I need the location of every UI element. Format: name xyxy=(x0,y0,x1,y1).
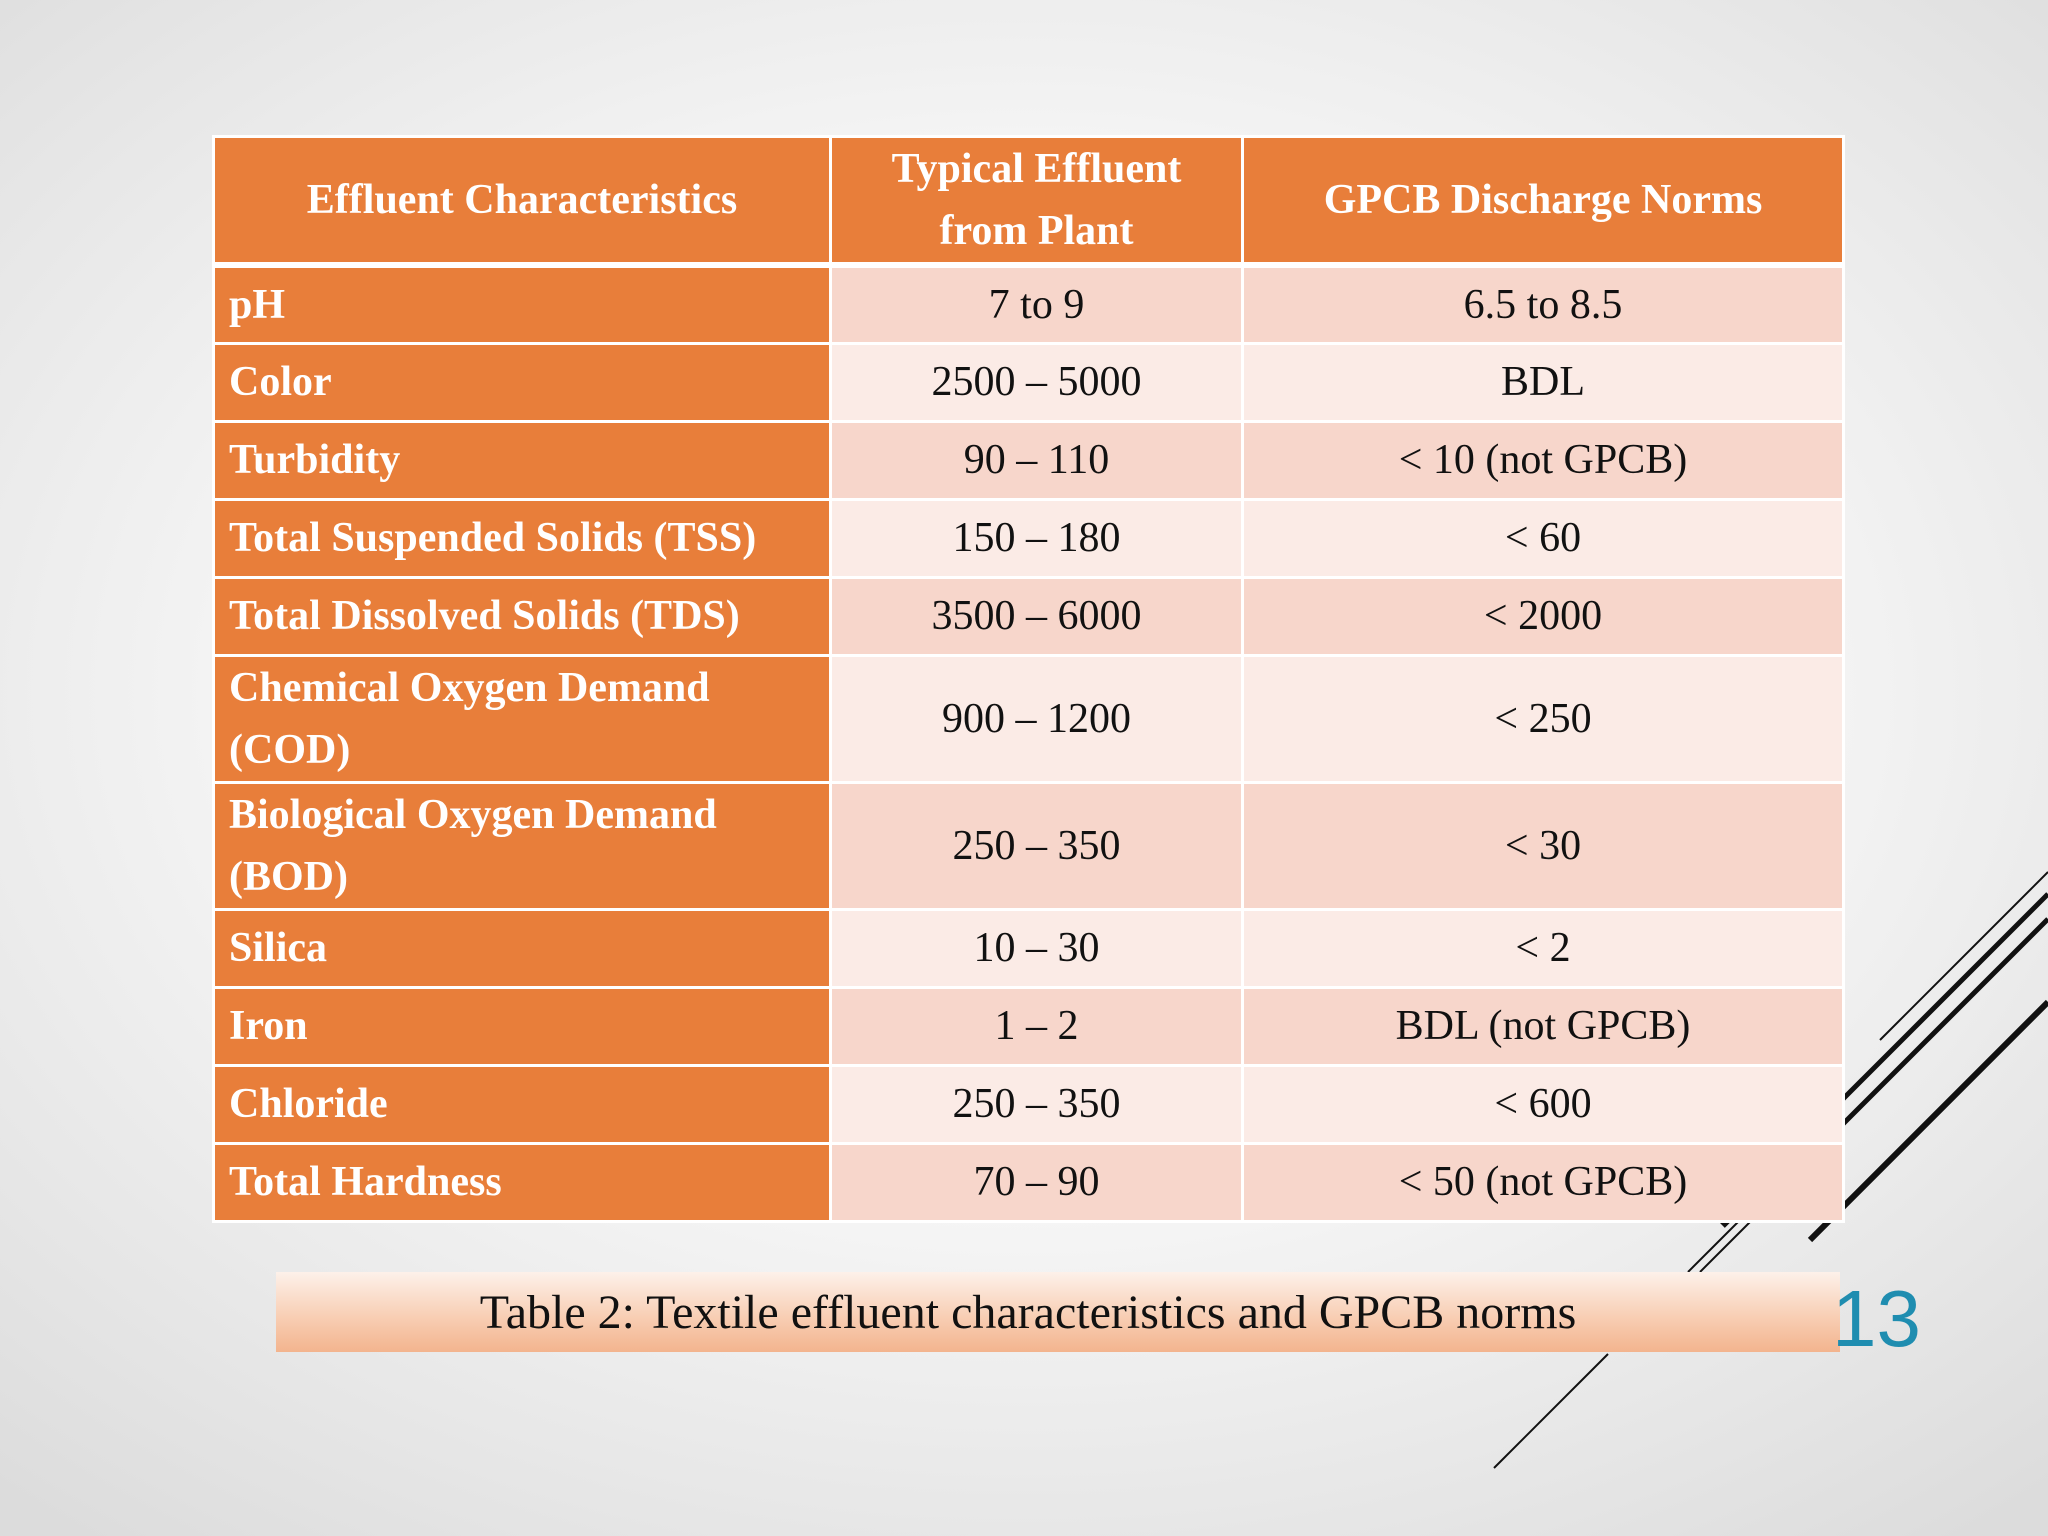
row-typical-value: 90 – 110 xyxy=(829,419,1244,501)
row-typical-value: 3500 – 6000 xyxy=(829,575,1244,657)
row-parameter: Chemical Oxygen Demand (COD) xyxy=(212,653,832,784)
table-caption: Table 2: Textile effluent characteristic… xyxy=(479,1285,1577,1339)
row-typical-value: 1 – 2 xyxy=(829,985,1244,1067)
row-parameter: Silica xyxy=(212,907,832,989)
slide-number: 13 xyxy=(1832,1274,1921,1363)
row-norm-value: < 10 (not GPCB) xyxy=(1241,419,1845,501)
table-row: Total Hardness 70 – 90 < 50 (not GPCB) xyxy=(212,1141,1845,1223)
table-row: Turbidity 90 – 110 < 10 (not GPCB) xyxy=(212,419,1845,501)
row-norm-value: < 30 xyxy=(1241,780,1845,911)
row-typical-value: 250 – 350 xyxy=(829,780,1244,911)
header-typical-effluent: Typical Effluent from Plant xyxy=(829,135,1244,268)
row-norm-value: < 2000 xyxy=(1241,575,1845,657)
table-row: pH 7 to 9 6.5 to 8.5 xyxy=(212,263,1845,345)
table-row: Color 2500 – 5000 BDL xyxy=(212,341,1845,423)
deco-line-2 xyxy=(1840,892,2048,1102)
row-typical-value: 900 – 1200 xyxy=(829,653,1244,784)
row-norm-value: BDL xyxy=(1241,341,1845,423)
row-typical-value: 10 – 30 xyxy=(829,907,1244,989)
deco-line-8 xyxy=(1493,1353,1609,1469)
row-norm-value: BDL (not GPCB) xyxy=(1241,985,1845,1067)
deco-line-4 xyxy=(1807,999,2048,1243)
table-row: Chemical Oxygen Demand (COD) 900 – 1200 … xyxy=(212,653,1845,784)
row-typical-value: 2500 – 5000 xyxy=(829,341,1244,423)
effluent-table: Effluent Characteristics Typical Effluen… xyxy=(212,135,1845,1223)
table-header-row: Effluent Characteristics Typical Effluen… xyxy=(212,135,1845,268)
row-norm-value: < 250 xyxy=(1241,653,1845,784)
table-row: Total Suspended Solids (TSS) 150 – 180 <… xyxy=(212,497,1845,579)
row-parameter: Total Suspended Solids (TSS) xyxy=(212,497,832,579)
row-typical-value: 7 to 9 xyxy=(829,263,1244,345)
header-effluent-characteristics: Effluent Characteristics xyxy=(212,135,832,268)
row-parameter: Biological Oxygen Demand (BOD) xyxy=(212,780,832,911)
row-norm-value: < 600 xyxy=(1241,1063,1845,1145)
row-norm-value: < 2 xyxy=(1241,907,1845,989)
row-typical-value: 70 – 90 xyxy=(829,1141,1244,1223)
header-gpcb-norms: GPCB Discharge Norms xyxy=(1241,135,1845,268)
row-norm-value: < 50 (not GPCB) xyxy=(1241,1141,1845,1223)
row-parameter: Total Dissolved Solids (TDS) xyxy=(212,575,832,657)
row-parameter: Turbidity xyxy=(212,419,832,501)
table-row: Iron 1 – 2 BDL (not GPCB) xyxy=(212,985,1845,1067)
deco-line-3 xyxy=(1840,917,2048,1127)
row-norm-value: 6.5 to 8.5 xyxy=(1241,263,1845,345)
row-parameter: Total Hardness xyxy=(212,1141,832,1223)
row-typical-value: 150 – 180 xyxy=(829,497,1244,579)
row-parameter: pH xyxy=(212,263,832,345)
row-typical-value: 250 – 350 xyxy=(829,1063,1244,1145)
table-row: Biological Oxygen Demand (BOD) 250 – 350… xyxy=(212,780,1845,911)
table-row: Silica 10 – 30 < 2 xyxy=(212,907,1845,989)
table-row: Total Dissolved Solids (TDS) 3500 – 6000… xyxy=(212,575,1845,657)
row-parameter: Color xyxy=(212,341,832,423)
row-norm-value: < 60 xyxy=(1241,497,1845,579)
row-parameter: Chloride xyxy=(212,1063,832,1145)
row-parameter: Iron xyxy=(212,985,832,1067)
deco-line-1 xyxy=(1879,871,2048,1041)
table-caption-box: Table 2: Textile effluent characteristic… xyxy=(276,1272,1840,1352)
table-row: Chloride 250 – 350 < 600 xyxy=(212,1063,1845,1145)
